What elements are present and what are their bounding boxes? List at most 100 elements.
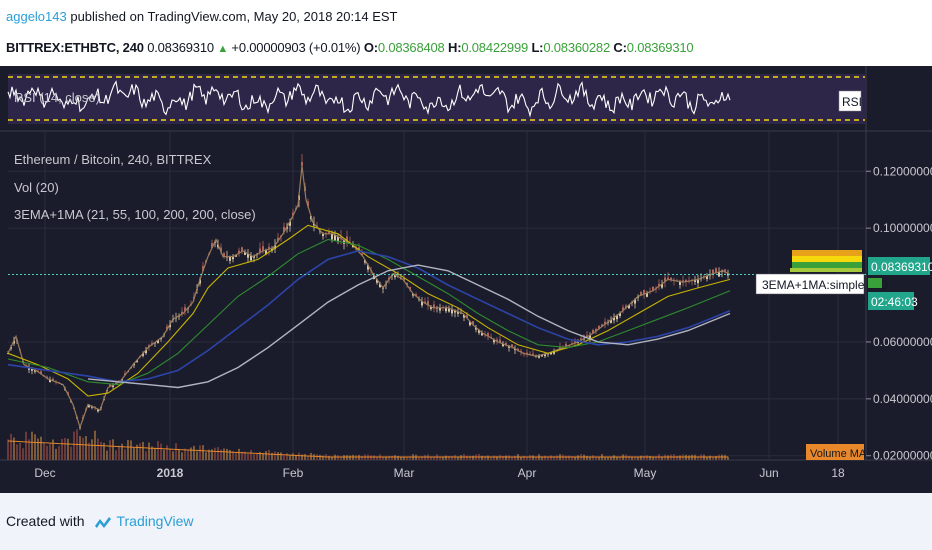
volume-bar [418,456,420,460]
volume-bar [220,449,222,460]
candle-body [646,293,648,297]
volume-bar [151,446,153,460]
volume-bar [349,455,351,460]
candle-body [712,269,714,274]
x-tick-label: May [634,466,657,480]
candle-body [652,287,654,291]
candle-body [403,278,405,281]
candle-body [337,236,339,242]
volume-bar [46,445,48,460]
candle-body [706,275,708,280]
volume-bar [619,456,621,460]
volume-bar [433,456,435,460]
volume-bar [340,456,342,460]
ma-label-stack-3 [792,262,862,268]
candle-body [433,304,435,308]
x-tick-label: 18 [831,466,845,480]
volume-bar [58,446,60,460]
volume-bar [178,448,180,460]
ma-tooltip: 3EMA+1MA:simple 200 [762,278,888,292]
volume-bar [613,455,615,460]
candle-body [469,321,471,326]
volume-bar [118,445,120,460]
tradingview-brand-link[interactable]: TradingView [116,513,194,529]
volume-bar [355,455,357,460]
volume-bar [73,431,75,460]
volume-bar [598,456,600,460]
candle-body [454,310,456,313]
volume-bar [259,452,261,460]
volume-bar [277,452,279,460]
publish-header: aggelo143 published on TradingView.com, … [0,0,932,66]
x-tick-label: Jun [759,466,778,480]
volume-bar [631,456,633,460]
candle-body [346,236,348,242]
candle-body [445,307,447,312]
candle-body [505,342,507,345]
volume-bar [439,456,441,460]
candle-body [166,326,168,330]
volume-bar [328,455,330,460]
chart-svg[interactable]: RSI (14, close) RSI Ethereum / Bitcoin, … [0,66,932,493]
volume-bar [505,455,507,460]
candle-body [589,335,591,338]
candle-body [538,355,540,358]
volume-bar [460,455,462,460]
volume-bar [502,456,504,460]
candle-body [406,282,408,286]
volume-bar [289,455,291,460]
volume-bar [199,445,201,460]
candle-body [367,265,369,270]
countdown-box [868,292,914,310]
y-tick-label: 0.12000000 [873,164,932,178]
volume-bar [19,442,21,460]
volume-bar [712,456,714,460]
price-axis-ticks: 0.12000000 0.10000000 0.06000000 0.04000000… [866,164,932,463]
volume-bar [196,451,198,460]
x-tick-label: Apr [518,466,537,480]
volume-bar [103,442,105,460]
volume-bar [640,455,642,460]
candle-body [424,301,426,304]
candle-body [112,385,114,387]
volume-bar [295,455,297,460]
candle-body [622,307,624,311]
volume-bar [565,455,567,460]
rsi-pane-background [8,74,865,124]
candle-body [610,319,612,323]
main-legend-vol: Vol (20) [14,180,59,195]
candle-body [301,162,303,166]
price-label-box [868,257,930,275]
change-value: +0.00000903 (+0.01%) [231,40,361,55]
volume-bar [667,455,669,460]
volume-bar [652,456,654,460]
candle-body [238,250,240,254]
candle-body [541,354,543,357]
series-line-4 [87,264,731,389]
high-value: 0.08422999 [461,40,529,55]
chart-area[interactable]: RSI (14, close) RSI Ethereum / Bitcoin, … [0,66,932,493]
volume-bar [175,443,177,460]
volume-bar [121,443,123,460]
volume-bar [10,433,12,460]
volume-bar [319,454,321,460]
volume-bar [508,455,510,460]
candle-body [526,352,528,355]
y-tick-label: 0.02000000 [873,449,932,463]
volume-bar [280,452,282,460]
author-link[interactable]: aggelo143 [6,9,67,24]
volume-bar [391,455,393,460]
candle-body [376,279,378,283]
candle-body [181,311,183,315]
candle-body [724,269,726,272]
candle-body [250,255,252,261]
volume-bar [70,446,72,460]
candle-body [412,293,414,296]
grid [8,132,866,460]
candle-body [664,277,666,282]
volume-bar [520,456,522,460]
candle-body [463,314,465,318]
candle-body [475,327,477,330]
candle-body [277,237,279,241]
rsi-line [7,80,731,118]
